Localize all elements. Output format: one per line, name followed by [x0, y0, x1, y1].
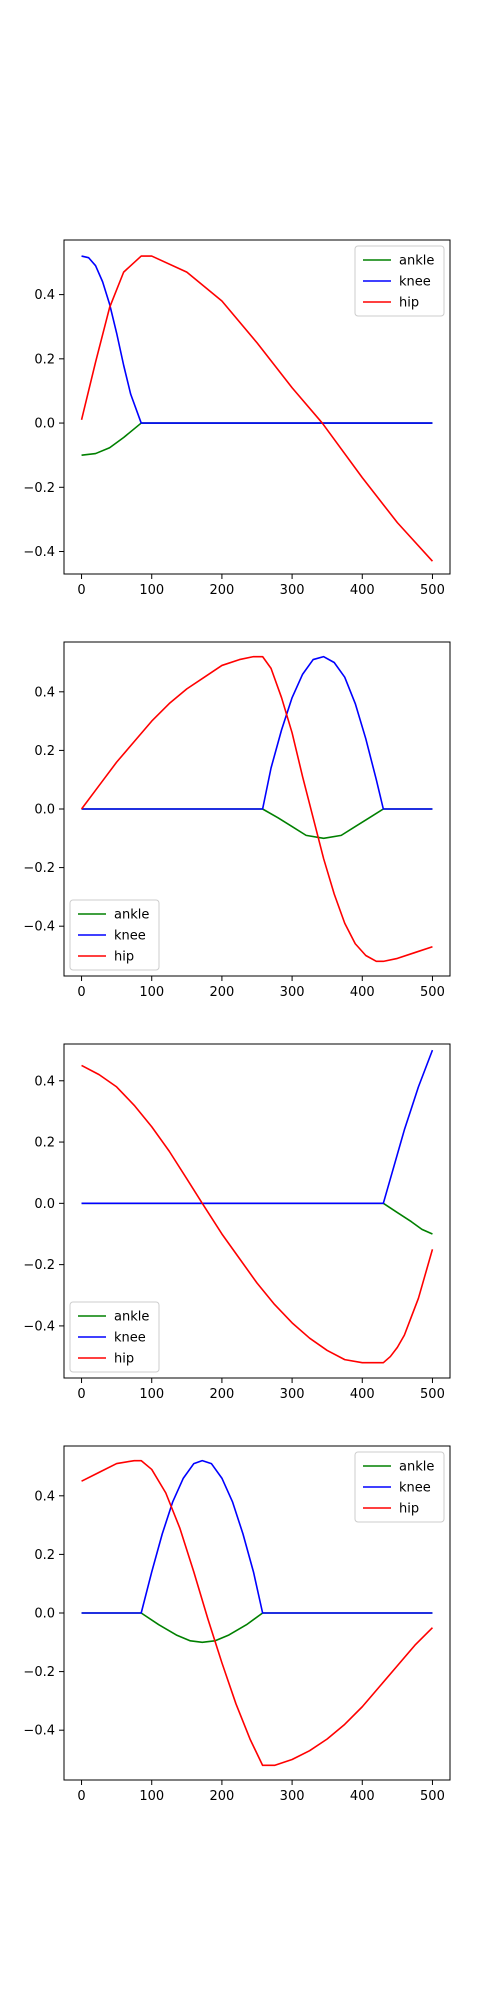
- series-lines: [81, 1459, 434, 1767]
- y-tick-label: −0.4: [23, 1724, 55, 1739]
- x-tick-label: 400: [350, 583, 375, 598]
- legend-label-knee: knee: [114, 929, 146, 944]
- legend: ankle knee hip: [354, 245, 445, 317]
- x-tick-label: 200: [209, 583, 234, 598]
- x-tick-label: 200: [209, 1789, 234, 1804]
- y-tick-label: 0.4: [34, 1489, 55, 1504]
- series-line-hip: [80, 655, 433, 963]
- legend-box: [69, 1301, 160, 1373]
- chart-panel-1: 0 100 200 300 400 500 −0.4 −0.2 0.0 0.2 0.4 ankle kn…: [23, 239, 451, 598]
- axes-frame: [63, 239, 451, 575]
- series-line-knee: [81, 1049, 434, 1205]
- series-line-ankle: [81, 1202, 433, 1235]
- series-line-ankle: [81, 1612, 433, 1644]
- legend: ankle knee hip: [69, 899, 160, 971]
- y-tick-label: 0.2: [34, 1136, 55, 1151]
- x-tick-label: 0: [77, 583, 85, 598]
- series-lines: [80, 655, 433, 963]
- legend-box: [354, 245, 445, 317]
- series-line-knee: [81, 255, 433, 424]
- y-tick-label: 0.0: [34, 1197, 55, 1212]
- x-tick-label: 100: [139, 583, 164, 598]
- x-tick-label: 400: [350, 1387, 375, 1402]
- series-line-knee: [81, 1459, 433, 1614]
- x-tick-label: 300: [280, 985, 305, 1000]
- x-tick-label: 500: [420, 985, 445, 1000]
- y-tick-label: 0.4: [34, 288, 55, 303]
- series-line-hip: [80, 255, 434, 562]
- y-tick-label: 0.4: [34, 1074, 55, 1089]
- axes-frame: [63, 1043, 451, 1379]
- y-tick-label: −0.4: [23, 1319, 55, 1334]
- y-tick-label: −0.4: [23, 920, 55, 935]
- y-tick-label: 0.0: [34, 803, 55, 818]
- y-tick-label: −0.2: [23, 1665, 55, 1680]
- x-tick-label: 500: [420, 583, 445, 598]
- legend-label-ankle: ankle: [399, 1460, 434, 1475]
- legend: ankle knee hip: [69, 1301, 160, 1373]
- x-tick-label: 100: [139, 1387, 164, 1402]
- series-line-ankle: [81, 422, 433, 456]
- x-tick-label: 200: [209, 985, 234, 1000]
- x-tick-label: 200: [209, 1387, 234, 1402]
- legend-label-hip: hip: [114, 950, 134, 965]
- x-tick-label: 500: [420, 1789, 445, 1804]
- series-lines: [80, 255, 434, 562]
- series-line-hip: [81, 1064, 434, 1364]
- y-tick-label: −0.4: [23, 545, 55, 560]
- x-tick-label: 300: [280, 583, 305, 598]
- y-tick-label: −0.2: [23, 481, 55, 496]
- legend-label-hip: hip: [399, 1502, 419, 1517]
- legend-label-ankle: ankle: [114, 1310, 149, 1325]
- y-tick-label: −0.2: [23, 1258, 55, 1273]
- x-tick-label: 0: [77, 1387, 85, 1402]
- x-tick-label: 300: [280, 1387, 305, 1402]
- chart-panel-3: 0 100 200 300 400 500 −0.4 −0.2 0.0 0.2 0.4 ankle kn…: [23, 1043, 451, 1402]
- y-tick-label: 0.2: [34, 744, 55, 759]
- legend-box: [69, 899, 160, 971]
- y-tick-label: 0.4: [34, 685, 55, 700]
- y-tick-label: 0.2: [34, 352, 55, 367]
- y-tick-label: 0.0: [34, 417, 55, 432]
- x-tick-label: 400: [350, 985, 375, 1000]
- legend-label-hip: hip: [399, 296, 419, 311]
- y-tick-label: −0.2: [23, 861, 55, 876]
- series-line-hip: [81, 1459, 434, 1767]
- x-tick-label: 100: [139, 1789, 164, 1804]
- legend-label-knee: knee: [399, 275, 431, 290]
- chart-panel-4: 0 100 200 300 400 500 −0.4 −0.2 0.0 0.2 0.4 ankle kn…: [23, 1445, 451, 1804]
- x-tick-label: 500: [420, 1387, 445, 1402]
- x-tick-label: 0: [77, 1789, 85, 1804]
- x-tick-label: 400: [350, 1789, 375, 1804]
- legend-label-ankle: ankle: [114, 908, 149, 923]
- y-tick-label: 0.0: [34, 1607, 55, 1622]
- y-tick-label: 0.2: [34, 1548, 55, 1563]
- series-line-knee: [81, 655, 433, 810]
- legend: ankle knee hip: [354, 1451, 445, 1523]
- x-tick-label: 100: [139, 985, 164, 1000]
- x-tick-label: 300: [280, 1789, 305, 1804]
- legend-label-knee: knee: [114, 1331, 146, 1346]
- legend-label-hip: hip: [114, 1352, 134, 1367]
- legend-label-knee: knee: [399, 1481, 431, 1496]
- x-tick-label: 0: [77, 985, 85, 1000]
- legend-label-ankle: ankle: [399, 254, 434, 269]
- series-line-ankle: [81, 808, 433, 840]
- chart-panel-2: 0 100 200 300 400 500 −0.4 −0.2 0.0 0.2 0.4 ankle kn…: [23, 641, 451, 1000]
- legend-box: [354, 1451, 445, 1523]
- series-lines: [81, 1049, 434, 1364]
